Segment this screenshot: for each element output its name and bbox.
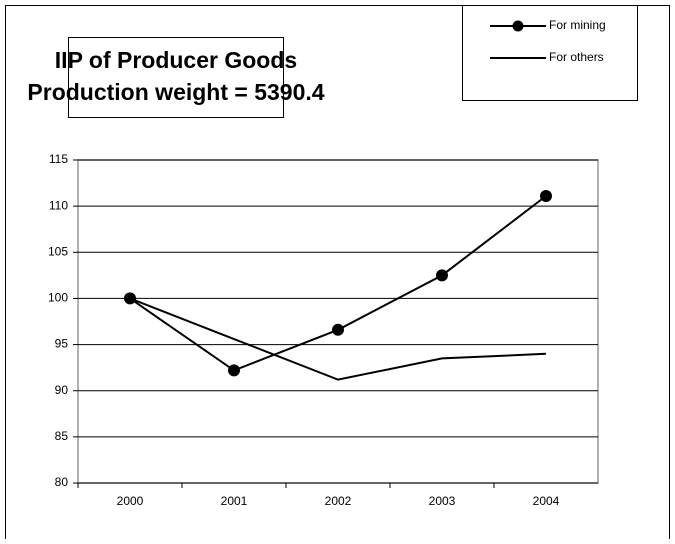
x-tick-label: 2003 bbox=[429, 494, 456, 508]
title-box bbox=[68, 37, 284, 118]
y-tick-label: 80 bbox=[55, 475, 69, 489]
x-tick-label: 2001 bbox=[221, 494, 248, 508]
x-tick-label: 2004 bbox=[533, 494, 560, 508]
legend-marker bbox=[512, 20, 524, 32]
legend-label: For others bbox=[549, 50, 604, 64]
series-line bbox=[129, 297, 547, 381]
series-marker bbox=[228, 364, 240, 377]
y-tick-label: 100 bbox=[48, 291, 68, 305]
legend-label: For mining bbox=[549, 18, 606, 32]
y-tick-label: 90 bbox=[55, 383, 69, 397]
x-tick-label: 2002 bbox=[325, 494, 352, 508]
y-tick-label: 85 bbox=[55, 429, 69, 443]
series-marker bbox=[540, 189, 552, 202]
x-tick-label: 2000 bbox=[117, 494, 144, 508]
y-tick-label: 110 bbox=[49, 198, 68, 212]
series-marker bbox=[436, 269, 448, 282]
legend-box bbox=[462, 5, 638, 101]
y-tick-label: 105 bbox=[48, 244, 68, 258]
chart-title: IIP of Producer Goods bbox=[55, 47, 297, 73]
chart-subtitle: Production weight = 5390.4 bbox=[27, 79, 324, 105]
y-tick-label: 95 bbox=[55, 337, 69, 351]
series-marker bbox=[332, 323, 344, 336]
y-tick-label: 115 bbox=[49, 152, 68, 166]
plot-area bbox=[77, 159, 599, 484]
